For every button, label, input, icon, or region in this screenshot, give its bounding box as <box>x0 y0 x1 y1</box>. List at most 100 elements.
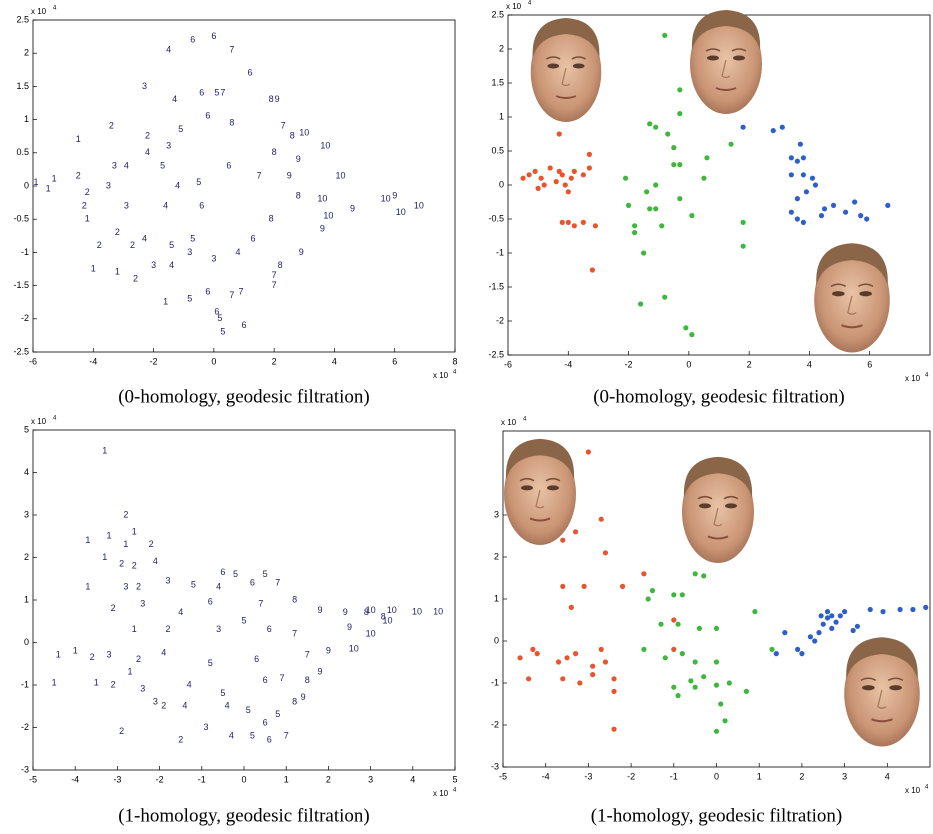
point-label: 1 <box>123 539 128 549</box>
x-tick-label: 0 <box>241 774 246 784</box>
y-tick-label: -2 <box>21 313 29 323</box>
x-tick-label: -4 <box>89 356 97 366</box>
point <box>677 196 683 202</box>
x-tick-label: -6 <box>29 356 37 366</box>
point-label: 8 <box>292 696 297 706</box>
point <box>923 604 929 611</box>
point <box>644 189 650 195</box>
point <box>867 606 873 613</box>
point <box>788 155 794 161</box>
y-tick-label: 0 <box>499 179 504 189</box>
point-label: 4 <box>169 260 174 270</box>
y-scale-label: x 10 <box>501 418 517 427</box>
point-label: 1 <box>163 297 168 307</box>
point-label: 10 <box>366 628 376 638</box>
point-label: 3 <box>140 684 145 694</box>
y-scale-exponent: 4 <box>53 416 57 422</box>
point <box>842 609 848 615</box>
point-label: 6 <box>251 233 256 243</box>
point <box>740 243 746 249</box>
point-label: 6 <box>267 624 272 634</box>
point <box>662 655 668 661</box>
point <box>647 121 653 127</box>
point <box>586 151 592 157</box>
point-label: 5 <box>214 87 219 97</box>
y-tick-label: 3 <box>24 509 29 519</box>
point-label: 6 <box>254 654 259 664</box>
point-label: 5 <box>250 730 255 740</box>
point <box>788 209 794 215</box>
point <box>800 155 807 161</box>
point <box>800 219 807 225</box>
point-label: 3 <box>106 180 111 190</box>
point-label: 3 <box>166 575 171 585</box>
y-tick-label: -3 <box>491 761 499 771</box>
point-label: 4 <box>175 180 180 190</box>
y-tick-label: 1 <box>499 111 504 121</box>
point <box>692 571 698 577</box>
y-tick-label: 2 <box>499 43 504 53</box>
y-tick-label: -1.5 <box>488 281 504 291</box>
point <box>526 676 532 682</box>
point-label: 7 <box>238 287 243 297</box>
point <box>534 651 540 657</box>
y-tick-label: 2.5 <box>491 9 504 19</box>
point <box>809 175 816 181</box>
y-tick-label: -2.5 <box>13 346 29 356</box>
point-label: 3 <box>123 582 128 592</box>
point-label: 6 <box>199 87 204 97</box>
point-label: 4 <box>145 147 150 157</box>
x-tick-label: -2 <box>625 359 633 369</box>
y-tick-label: 0.5 <box>16 147 29 157</box>
y-tick-label: 3 <box>494 509 499 519</box>
point-label: 10 <box>381 194 391 204</box>
point <box>743 688 749 695</box>
x-tick-label: 0 <box>211 356 216 366</box>
point <box>740 219 746 225</box>
point <box>641 646 647 653</box>
caption: (0-homology, geodesic filtration) <box>593 386 845 407</box>
y-tick-label: 2 <box>494 551 499 561</box>
point <box>562 182 568 188</box>
point <box>671 617 677 623</box>
y-tick-label: -1 <box>21 247 29 257</box>
point-label: 2 <box>130 240 135 250</box>
point <box>553 179 559 185</box>
point <box>671 592 677 598</box>
point-label: 9 <box>317 605 322 615</box>
face-image <box>843 636 921 748</box>
point <box>559 172 565 178</box>
point-label: 9 <box>350 204 355 214</box>
point-label: 5 <box>275 709 280 719</box>
y-tick-label: -2 <box>491 719 499 729</box>
y-scale-exponent: 4 <box>523 417 527 423</box>
point <box>590 663 596 669</box>
point-label: 4 <box>225 701 230 711</box>
point <box>589 267 596 273</box>
point <box>677 162 683 168</box>
point-label: 6 <box>248 67 253 77</box>
point-label: 1 <box>132 624 137 634</box>
y-tick-label: 1 <box>24 594 29 604</box>
point <box>556 168 562 174</box>
point <box>611 726 617 732</box>
point-label: 2 <box>166 624 171 634</box>
point-label: 10 <box>387 605 397 615</box>
point-label: 2 <box>123 509 128 519</box>
point <box>852 199 858 205</box>
point <box>689 332 695 338</box>
point <box>677 87 683 93</box>
y-tick-label: -1 <box>496 247 504 257</box>
point-label: 5 <box>191 580 196 590</box>
point-label: 4 <box>229 730 234 740</box>
y-tick-label: 1 <box>24 114 29 124</box>
face-images <box>502 9 921 748</box>
point <box>602 659 609 665</box>
point <box>581 583 587 590</box>
point-label: 5 <box>178 124 183 134</box>
point-label: 4 <box>182 701 187 711</box>
point <box>812 182 819 188</box>
point-label: 1 <box>46 184 51 194</box>
